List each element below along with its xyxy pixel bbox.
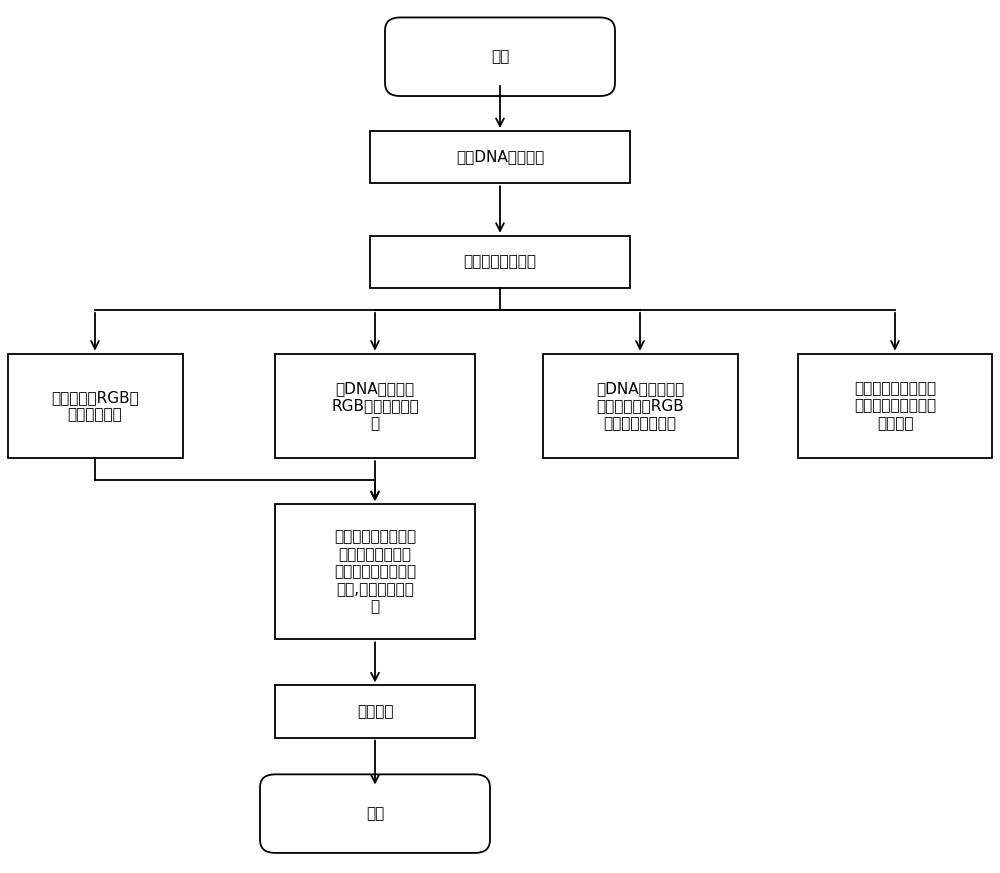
FancyBboxPatch shape [8,354,182,458]
FancyBboxPatch shape [385,17,615,96]
FancyBboxPatch shape [275,685,475,738]
Text: 开始: 开始 [491,49,509,65]
FancyBboxPatch shape [542,354,738,458]
Text: 输入密码进行加密: 输入密码进行加密 [464,254,536,270]
FancyBboxPatch shape [260,774,490,853]
Text: 将DNA序列转为
RGB格式作文本体
码: 将DNA序列转为 RGB格式作文本体 码 [331,381,419,431]
FancyBboxPatch shape [798,354,992,458]
FancyBboxPatch shape [370,131,630,183]
Text: 使用两个黑色像素点
与两个随机像素点作
为定位码: 使用两个黑色像素点 与两个随机像素点作 为定位码 [854,381,936,431]
Text: 将DNA序列转为检
验码，再转为RGB
格式，作为校验码: 将DNA序列转为检 验码，再转为RGB 格式，作为校验码 [596,381,684,431]
FancyBboxPatch shape [275,354,475,458]
FancyBboxPatch shape [370,236,630,288]
Text: 输入图片: 输入图片 [357,704,393,719]
FancyBboxPatch shape [275,505,475,639]
Text: 将定位码，密码码，
本体码，校验码组
合，转为像素点生成
图片,空位补足随机
码: 将定位码，密码码， 本体码，校验码组 合，转为像素点生成 图片,空位补足随机 码 [334,530,416,614]
Text: 将密码转为RGB格
式作为密码码: 将密码转为RGB格 式作为密码码 [51,389,139,423]
Text: 上传DNA序列文件: 上传DNA序列文件 [456,149,544,165]
Text: 结束: 结束 [366,806,384,821]
